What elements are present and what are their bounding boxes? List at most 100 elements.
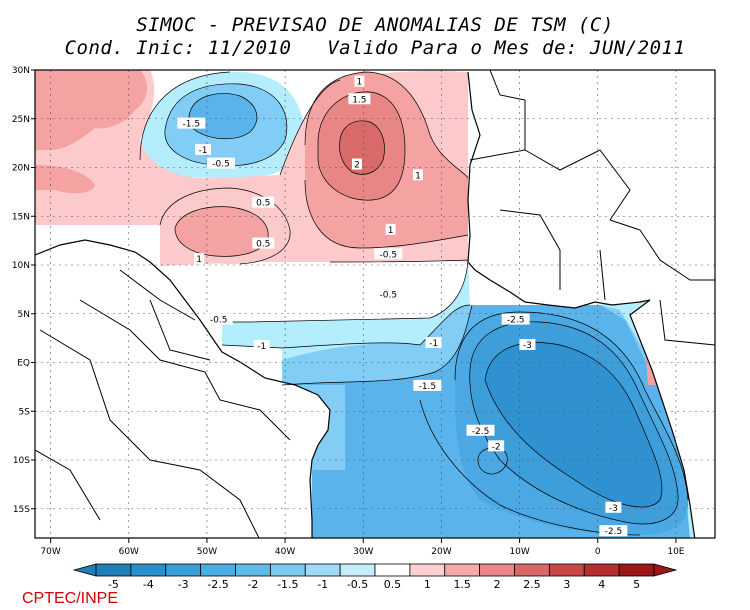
contour-label: 1: [385, 223, 396, 236]
lat-tick-label: 25N: [12, 115, 30, 125]
contour-label-text: 1: [196, 255, 202, 265]
lat-tick-label: 15S: [13, 505, 30, 515]
contour-label-text: -0.5: [210, 316, 228, 326]
legend-label: 2: [494, 578, 501, 591]
lon-tick-label: 60W: [119, 547, 139, 557]
contour-label-text: -1: [199, 146, 208, 156]
legend-label: -2.5: [207, 578, 228, 591]
legend-swatch: [165, 563, 202, 577]
contour-label-text: -1.5: [183, 120, 201, 130]
legend-label: 0.5: [384, 578, 402, 591]
contour-label: -1: [425, 337, 442, 349]
legend-swatch: [130, 563, 167, 577]
contour-label-text: 0.5: [256, 199, 270, 209]
contour-label-text: -0.5: [380, 290, 398, 300]
contour-label: -1.5: [177, 117, 206, 130]
legend-swatch: [618, 563, 655, 577]
lon-tick-label: 70W: [40, 547, 60, 557]
negative-anomaly-fill: [140, 71, 715, 538]
color-legend: -5 -4 -3 -2.5 -2 -1.5 -1 -0.5 0.5 1 1.5 2 2.5 3 4 5: [72, 563, 678, 591]
longitude-tick-labels: 70W 60W 50W 40W 30W 20W 10W 0 10E: [40, 538, 685, 557]
legend-label: 2.5: [523, 578, 541, 591]
legend-swatch: [583, 563, 620, 577]
contour-label-text: -2.5: [507, 316, 525, 326]
contour-label: -2: [488, 440, 505, 452]
contour-label: -0.5: [374, 248, 403, 260]
legend-swatch: [548, 563, 585, 577]
contour-label-text: 1: [415, 171, 421, 181]
contour-label-text: -0.5: [380, 250, 398, 260]
legend-swatch: [409, 563, 446, 577]
legend-swatch: [235, 563, 271, 577]
contour-label: -1: [253, 339, 270, 352]
contour-label-text: -0.5: [212, 160, 230, 170]
legend-label: 1: [424, 578, 431, 591]
legend-swatch: [444, 563, 481, 577]
coastlines: [35, 71, 696, 538]
legend-label: -4: [143, 578, 154, 591]
contour-label-text: -3: [523, 341, 532, 351]
contour-label-text: 1: [357, 78, 363, 88]
legend-label: 5: [633, 578, 640, 591]
contour-label-text: -1: [257, 342, 266, 352]
legend-label: 1.5: [453, 578, 471, 591]
contour-label-text: 2: [354, 161, 360, 171]
legend-label: -0.5: [347, 578, 368, 591]
lat-tick-label: 10N: [12, 261, 30, 271]
contour-label: 1.5: [348, 93, 371, 105]
credit-label: CPTEC/INPE: [22, 590, 119, 607]
contour-label: -0.5: [204, 313, 233, 326]
legend-label: -3: [178, 578, 189, 591]
legend-swatch: [200, 563, 236, 577]
legend-swatch: [374, 563, 411, 577]
contour-label: -0.5: [207, 157, 236, 170]
map-frame: [34, 69, 716, 539]
contour-label-text: -1: [429, 339, 438, 349]
contour-label: -0.5: [374, 288, 403, 300]
lat-tick-label: 5N: [18, 310, 30, 320]
contour-label: -3: [605, 501, 622, 514]
contour-label-text: -1.5: [419, 382, 437, 392]
lon-tick-label: 0: [595, 547, 601, 557]
contour-label: 0.5: [252, 196, 275, 209]
legend-label: -1.5: [277, 578, 298, 591]
legend-label: -2: [247, 578, 258, 591]
contour-label-text: -2: [492, 442, 501, 452]
plot-area: [35, 70, 715, 538]
contour-label-text: -3: [609, 504, 618, 514]
lat-tick-label: EQ: [17, 359, 30, 369]
contour-label: 1: [354, 75, 365, 88]
legend-max-arrow: [653, 563, 678, 577]
contour-label: 1: [194, 253, 205, 265]
lat-tick-label: 15N: [12, 212, 30, 222]
lon-tick-label: 40W: [275, 547, 295, 557]
lon-tick-label: 10W: [509, 547, 529, 557]
contour-label: -3: [519, 338, 536, 351]
contour-label-text: 1: [388, 226, 394, 236]
contour-label: -2.5: [466, 424, 495, 437]
map-subtitle: Cond. Inic: 11/2010 Valido Para o Mes de…: [64, 37, 686, 59]
contour-label: -1: [195, 143, 212, 156]
contour-label: -1.5: [413, 379, 442, 392]
legend-label: -5: [108, 578, 119, 591]
legend-label: 4: [598, 578, 605, 591]
lat-tick-label: 20N: [12, 164, 30, 174]
contour-label-text: -2.5: [472, 427, 490, 437]
contour-label: 0.5: [252, 237, 275, 250]
lon-tick-label: 50W: [197, 547, 217, 557]
land-mask: [35, 70, 715, 538]
legend-min-arrow: [72, 563, 97, 577]
contour-label: 1: [412, 169, 423, 181]
contour-labels: 1 1.5 2 1 -1.5 -1 -0.5 0.5 1 0.5 1 -0.5 -0.5 -0.5 -1 -1…: [177, 75, 628, 537]
legend-swatch: [304, 563, 341, 577]
legend-swatch: [339, 563, 376, 577]
legend-swatch: [514, 563, 550, 577]
map-title: SIMOC - PREVISAO DE ANOMALIAS DE TSM (C): [136, 14, 614, 36]
contour-label: -2.5: [501, 313, 530, 326]
lat-tick-label: 30N: [12, 66, 30, 76]
legend-swatch: [95, 563, 132, 577]
contour-label-text: -2.5: [605, 527, 623, 537]
legend-swatch: [269, 563, 306, 577]
contour-label-text: 0.5: [256, 240, 270, 250]
lon-tick-label: 30W: [353, 547, 373, 557]
